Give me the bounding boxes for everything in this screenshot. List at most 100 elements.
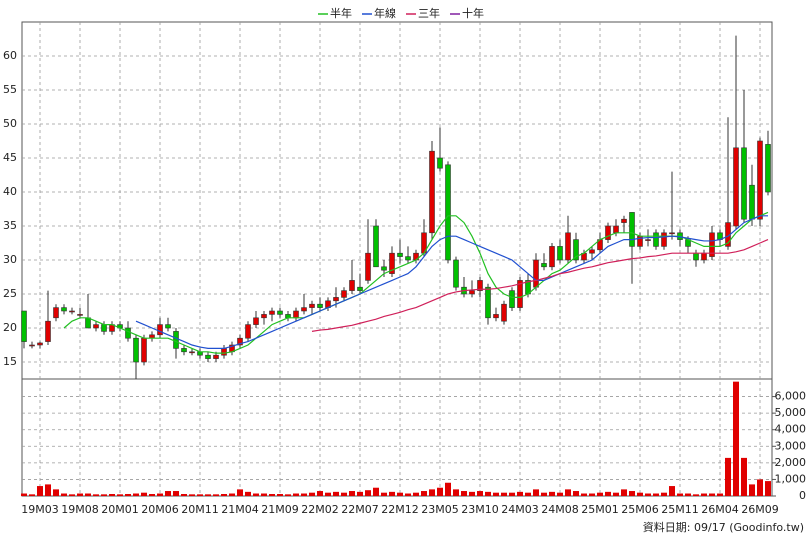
volume-bar	[349, 491, 355, 496]
candle-body	[189, 351, 195, 354]
candle-body	[69, 310, 75, 313]
candle-body	[501, 303, 507, 322]
candle-body	[85, 317, 91, 329]
x-tick-label: 20M11	[181, 503, 219, 516]
x-tick-label: 19M03	[21, 503, 59, 516]
volume-bar	[429, 489, 435, 496]
volume-bar	[677, 493, 683, 496]
x-tick-label: 21M04	[221, 503, 259, 516]
candle-body	[469, 290, 475, 295]
volume-bar	[597, 492, 603, 496]
candle-body	[765, 144, 771, 193]
volume-bar	[477, 491, 483, 496]
volume-bar	[653, 493, 659, 496]
volume-bar	[717, 493, 723, 496]
legend-label: 半年	[330, 6, 352, 20]
volume-bar	[325, 492, 331, 496]
candle-body	[125, 327, 131, 339]
y-tick-label: 20	[3, 321, 17, 334]
volume-bar	[61, 493, 67, 496]
ma-line	[311, 239, 769, 332]
volume-bar	[621, 489, 627, 496]
y2-tick-label: 0	[799, 489, 806, 502]
volume-bar	[701, 493, 707, 496]
volume-bar	[589, 493, 595, 496]
volume-bar	[85, 493, 91, 496]
volume-bar	[309, 492, 315, 496]
candle-body	[645, 239, 651, 241]
candle-body	[253, 317, 259, 325]
volume-bar	[205, 494, 211, 496]
candle-body	[533, 259, 539, 288]
candle-body	[477, 280, 483, 291]
candle-body	[309, 303, 315, 308]
volume-bar	[381, 492, 387, 496]
candle-body	[21, 310, 27, 342]
x-tick-label: 25M06	[621, 503, 659, 516]
volume-bar	[77, 493, 83, 496]
candle-body	[53, 307, 59, 319]
volume-bar	[453, 489, 459, 496]
volume-bar	[285, 494, 291, 496]
volume-bar	[469, 491, 475, 496]
candle-body	[389, 252, 395, 274]
volume-bar	[637, 492, 643, 496]
candle-body	[437, 157, 443, 169]
volume-bar	[485, 491, 491, 496]
x-tick-label: 22M07	[341, 503, 379, 516]
y-tick-label: 15	[3, 355, 17, 368]
volume-bar	[437, 487, 443, 496]
volume-bar	[277, 494, 283, 496]
candle-body	[373, 225, 379, 268]
candle-body	[397, 252, 403, 257]
volume-bar	[629, 491, 635, 496]
volume-bar	[141, 492, 147, 496]
candle-body	[549, 246, 555, 268]
candle-body	[365, 252, 371, 281]
volume-bar	[221, 494, 227, 496]
candle-body	[605, 225, 611, 240]
candle-body	[453, 259, 459, 288]
candle-body	[653, 232, 659, 247]
volume-bar	[757, 479, 763, 496]
candle-body	[621, 218, 627, 223]
volume-bar	[21, 493, 27, 496]
plot-frame	[21, 21, 773, 497]
volume-bar	[197, 494, 203, 496]
volume-bar	[109, 494, 115, 496]
candle-body	[405, 256, 411, 261]
volume-bar	[373, 487, 379, 496]
x-tick-label: 20M01	[101, 503, 139, 516]
volume-bar	[605, 491, 611, 496]
volume-bar	[541, 492, 547, 496]
candle-body	[485, 286, 491, 319]
volume-bar	[229, 493, 235, 496]
volume-bar	[29, 494, 35, 496]
candle-body	[157, 324, 163, 336]
candle-body	[341, 290, 347, 298]
x-tick-label: 25M01	[581, 503, 619, 516]
volume-bar	[245, 491, 251, 496]
volume-bar	[341, 492, 347, 496]
ma-line	[63, 211, 769, 354]
volume-bar	[37, 486, 43, 496]
y-tick-label: 45	[3, 151, 17, 164]
x-tick-label: 24M03	[501, 503, 539, 516]
candle-body	[573, 239, 579, 261]
volume-bar	[269, 494, 275, 496]
y-tick-label: 40	[3, 185, 17, 198]
volume-bar	[685, 493, 691, 496]
candle-body	[349, 280, 355, 291]
candle-body	[757, 140, 763, 220]
volume-bar	[573, 491, 579, 496]
candle-body	[37, 342, 43, 346]
volume-bar	[173, 491, 179, 496]
candle-body	[509, 290, 515, 308]
volume-bar	[557, 492, 563, 496]
x-tick-label: 26M09	[741, 503, 779, 516]
volume-bar	[405, 493, 411, 496]
x-tick-label: 20M06	[141, 503, 179, 516]
candle-body	[277, 310, 283, 315]
candle-body	[445, 164, 451, 261]
